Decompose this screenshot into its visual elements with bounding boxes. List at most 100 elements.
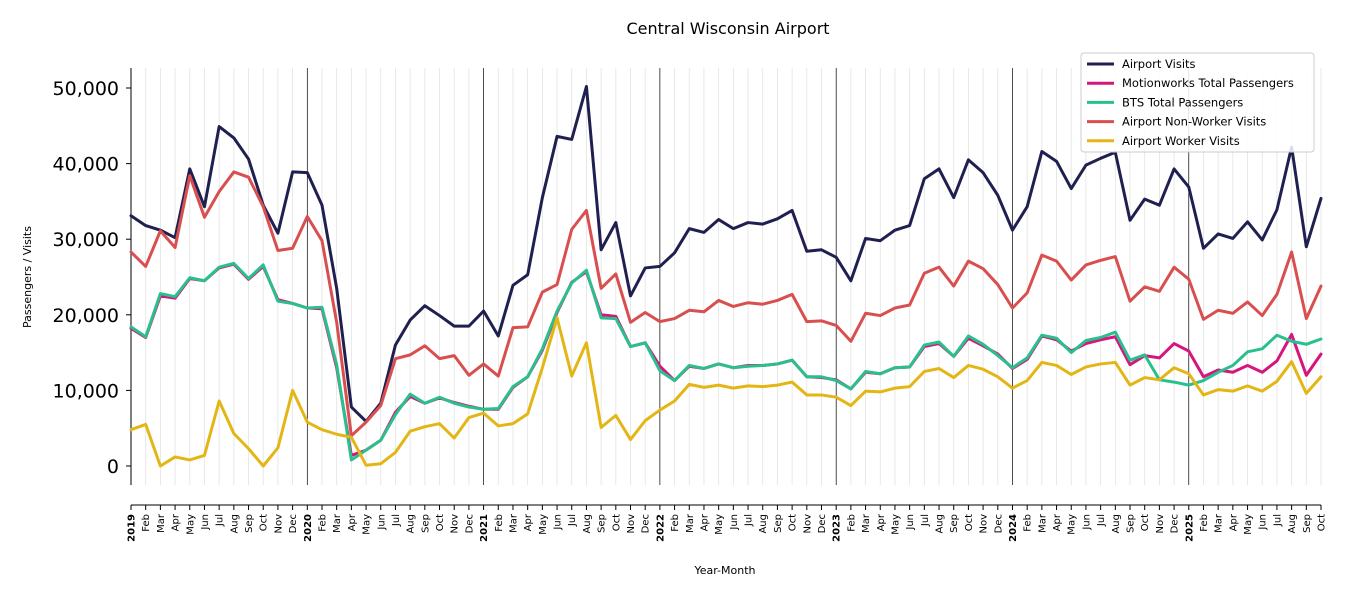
x-tick-label-month: May <box>714 514 725 535</box>
x-tick-label-month: Sep <box>597 514 608 533</box>
x-tick-label-month: Aug <box>1111 514 1122 534</box>
x-tick-label-month: Nov <box>802 514 813 534</box>
y-tick-label: 30,000 <box>53 229 119 251</box>
x-tick-label-month: Nov <box>1155 514 1166 534</box>
x-tick-label-month: Nov <box>626 514 637 534</box>
y-tick-label: 0 <box>107 456 119 478</box>
x-tick-label-year: 2021 <box>479 514 490 542</box>
x-tick-label-month: Oct <box>435 514 446 531</box>
x-tick-label-month: Mar <box>1214 513 1225 533</box>
x-tick-label-month: Mar <box>156 513 167 533</box>
series-line-airport-visits <box>129 84 1323 423</box>
x-tick-label-month: Jun <box>1258 514 1269 531</box>
grid-lines <box>130 68 1322 485</box>
x-tick-label-month: May <box>538 514 549 535</box>
x-tick-label-year: 2020 <box>303 514 314 542</box>
x-tick-label-month: Jun <box>376 514 387 531</box>
x-tick-label-month: Apr <box>1052 513 1063 531</box>
x-tick-label-month: Dec <box>641 514 652 533</box>
series-lines <box>129 84 1323 468</box>
x-tick-label-month: Jul <box>215 514 226 527</box>
x-tick-label-year: 2019 <box>127 514 138 542</box>
x-tick-label-month: Aug <box>229 514 240 534</box>
x-tick-label-month: Feb <box>141 514 152 532</box>
y-tick-label: 20,000 <box>53 305 119 327</box>
x-tick-label-month: Feb <box>317 514 328 532</box>
x-tick-label-month: Apr <box>523 513 534 531</box>
x-tick-label-month: Aug <box>758 514 769 534</box>
x-tick-label-month: Sep <box>1126 514 1137 533</box>
x-tick-label-month: Mar <box>685 513 696 533</box>
y-tick-label: 40,000 <box>53 154 119 176</box>
x-tick-label-month: Dec <box>817 514 828 533</box>
x-tick-label-month: Jul <box>1096 514 1107 527</box>
x-tick-label-month: Mar <box>1037 513 1048 533</box>
legend-label-bts-total-passengers: BTS Total Passengers <box>1122 95 1243 109</box>
x-tick-label-month: Nov <box>450 514 461 534</box>
x-tick-label-month: Nov <box>273 514 284 534</box>
x-tick-label-month: Oct <box>1140 514 1151 531</box>
x-tick-label-month: Jul <box>391 514 402 527</box>
x-axis-label: Year-Month <box>693 564 755 577</box>
x-tick-label-month: Jul <box>1272 514 1283 527</box>
x-tick-label-month: Oct <box>788 514 799 531</box>
x-tick-label-month: Apr <box>1228 513 1239 531</box>
x-tick-label-month: Sep <box>244 514 255 533</box>
y-tick-label: 50,000 <box>53 78 119 100</box>
x-tick-label-month: Feb <box>1199 514 1210 532</box>
x-tick-label-month: Sep <box>420 514 431 533</box>
x-tick-label-month: Nov <box>979 514 990 534</box>
legend-label-airport-non-worker-visits: Airport Non-Worker Visits <box>1122 115 1266 129</box>
x-tick-label-month: Feb <box>670 514 681 532</box>
x-tick-label-month: Mar <box>861 513 872 533</box>
legend-box <box>1080 52 1315 153</box>
legend-label-airport-visits: Airport Visits <box>1122 57 1196 71</box>
y-tick-label: 10,000 <box>53 380 119 402</box>
x-tick-label-month: Oct <box>964 514 975 531</box>
x-tick-label-month: Jul <box>567 514 578 527</box>
x-tick-label-month: Jun <box>200 514 211 531</box>
x-tick-label-month: Jun <box>905 514 916 531</box>
x-tick-label-month: Apr <box>699 513 710 531</box>
x-tick-label-month: May <box>1067 514 1078 535</box>
x-tick-label-month: Sep <box>949 514 960 533</box>
x-tick-label-month: Jul <box>920 514 931 527</box>
x-tick-label-month: May <box>1243 514 1254 535</box>
x-tick-label-month: Aug <box>935 514 946 534</box>
x-tick-label-month: Oct <box>1317 514 1328 531</box>
x-tick-label-month: Jun <box>553 514 564 531</box>
series-line-bts-total-passengers <box>129 261 1323 462</box>
x-tick-label-month: Feb <box>494 514 505 532</box>
x-tick-label-month: Aug <box>582 514 593 534</box>
x-tick-label-year: 2023 <box>832 514 843 542</box>
legend-label-airport-worker-visits: Airport Worker Visits <box>1122 134 1240 148</box>
x-tick-label-month: Sep <box>773 514 784 533</box>
x-tick-label-month: Apr <box>171 513 182 531</box>
x-tick-label-month: Mar <box>332 513 343 533</box>
x-tick-label-month: Jun <box>1081 514 1092 531</box>
x-tick-label-year: 2024 <box>1008 514 1019 542</box>
y-axis-label: Passengers / Visits <box>21 226 34 328</box>
x-tick-label-month: May <box>185 514 196 535</box>
x-tick-label-year: 2022 <box>655 514 666 542</box>
x-tick-label-month: Dec <box>288 514 299 533</box>
x-tick-label-year: 2025 <box>1184 514 1195 542</box>
x-tick-label-month: Jul <box>744 514 755 527</box>
x-tick-label-month: Dec <box>1170 514 1181 533</box>
legend-label-motionworks-total-passengers: Motionworks Total Passengers <box>1122 76 1294 90</box>
x-tick-label-month: May <box>890 514 901 535</box>
x-tick-label-month: Dec <box>464 514 475 533</box>
x-tick-label-month: Oct <box>611 514 622 531</box>
legend: Airport Visits Motionworks Total Passenge… <box>1080 52 1315 153</box>
x-tick-label-month: Apr <box>347 513 358 531</box>
axes <box>126 68 1322 510</box>
x-tick-label-month: Aug <box>1287 514 1298 534</box>
x-tick-label-month: Feb <box>1023 514 1034 532</box>
x-tick-label-month: Feb <box>846 514 857 532</box>
x-tick-label-month: Oct <box>259 514 270 531</box>
x-tick-label-month: Aug <box>406 514 417 534</box>
series-line-motionworks-total-passengers <box>129 262 1323 457</box>
x-tick-label-month: Apr <box>876 513 887 531</box>
